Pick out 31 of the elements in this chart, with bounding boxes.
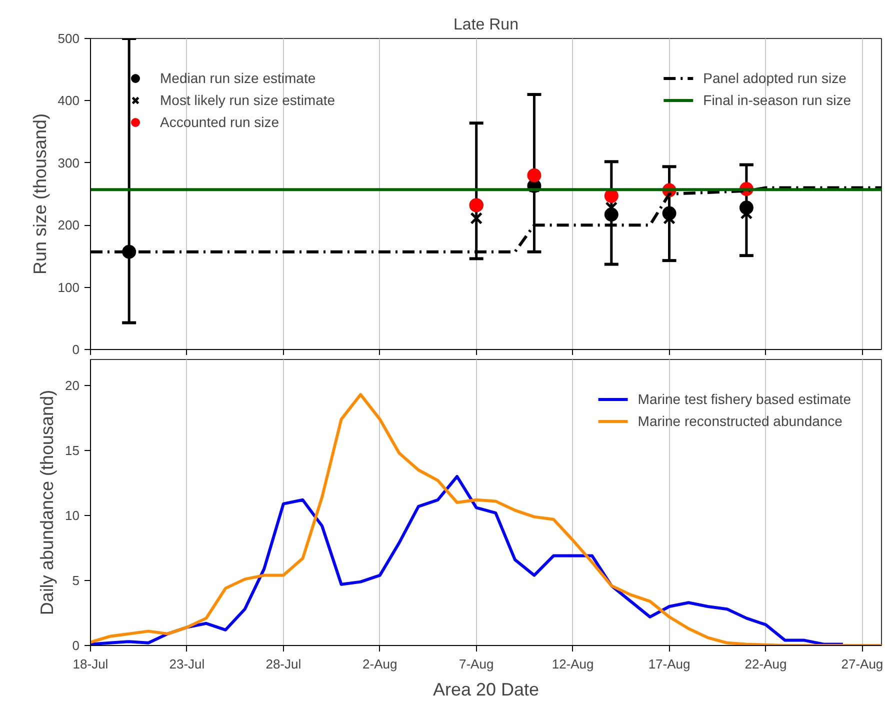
legend-label: Accounted run size <box>160 114 280 130</box>
y-tick-label: 20 <box>65 378 80 393</box>
legend-label: Most likely run size estimate <box>160 92 336 108</box>
x-axis-title: Area 20 Date <box>432 680 540 700</box>
chart-title: Late Run <box>454 16 518 34</box>
y-tick-label: 0 <box>72 342 80 357</box>
x-tick-label: 22-Aug <box>744 656 787 672</box>
legend-label: Final in-season run size <box>703 92 851 108</box>
y-tick-label: 200 <box>58 218 80 233</box>
x-tick-label: 12-Aug <box>552 656 594 672</box>
y-tick-label: 500 <box>58 31 80 46</box>
x-tick-label: 27-Aug <box>841 656 884 672</box>
x-tick-label: 2-Aug <box>362 656 398 672</box>
x-tick-label: 7-Aug <box>459 656 494 672</box>
legend-label: Median run size estimate <box>160 70 316 86</box>
y-tick-label: 5 <box>72 573 80 588</box>
y-tick-label: 100 <box>58 280 80 295</box>
legend-label: Panel adopted run size <box>703 70 846 86</box>
legend-label: Marine reconstructed abundance <box>638 413 842 429</box>
y-tick-label: 400 <box>58 93 80 108</box>
y-tick-label: 15 <box>65 443 80 458</box>
x-tick-label: 18-Jul <box>72 656 108 672</box>
y-axis-title: Daily abundance (thousand) <box>37 390 58 616</box>
x-tick-label: 17-Aug <box>648 656 690 672</box>
y-tick-label: 10 <box>65 508 80 523</box>
y-tick-label: 0 <box>72 638 80 653</box>
x-tick-label: 23-Jul <box>169 656 205 672</box>
y-tick-label: 300 <box>58 155 80 170</box>
x-tick-label: 28-Jul <box>266 656 302 672</box>
y-axis-title: Run size (thousand) <box>30 113 50 275</box>
legend-label: Marine test fishery based estimate <box>638 391 851 407</box>
